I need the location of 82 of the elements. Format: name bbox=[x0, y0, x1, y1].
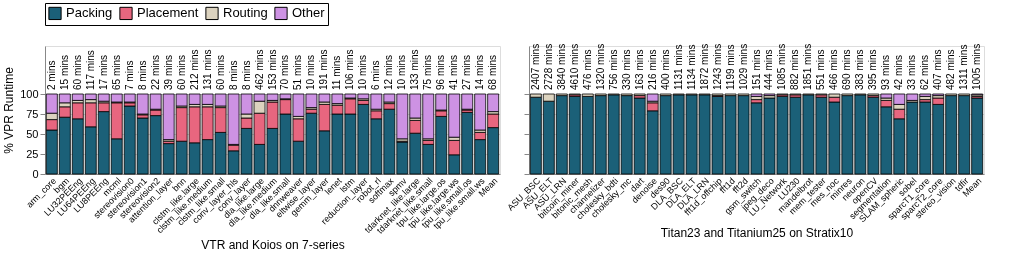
annotation: 131 mins bbox=[201, 49, 213, 90]
y-tick-label: 100 bbox=[20, 87, 39, 100]
annotation: 17 mins bbox=[97, 54, 109, 90]
annotation: 476 mins bbox=[581, 49, 593, 90]
annotation: 882 mins bbox=[789, 49, 801, 90]
annotation: 41 mins bbox=[448, 54, 460, 90]
annotation: 75 mins bbox=[422, 54, 434, 90]
annotation: 106 mins bbox=[344, 49, 356, 90]
annotation: 96 mins bbox=[435, 54, 447, 90]
annotation: 11 mins bbox=[331, 55, 343, 90]
annotation: 70 mins bbox=[279, 54, 291, 90]
annotation: 42 mins bbox=[893, 54, 905, 90]
y-tick-label: 50 bbox=[26, 127, 39, 140]
annotation: 62 mins bbox=[919, 54, 931, 90]
annotation: 1131 mins bbox=[672, 44, 684, 90]
annotation: 444 mins bbox=[763, 49, 775, 90]
x-axis-title: VTR and Koios on 7-series bbox=[201, 237, 345, 252]
annotation: 10 mins bbox=[305, 54, 317, 90]
annotation: 330 mins bbox=[620, 49, 632, 90]
annotation: 1872 mins bbox=[698, 43, 710, 90]
annotation: 39 mins bbox=[162, 54, 174, 90]
annotation: 383 mins bbox=[854, 49, 866, 90]
y-tick-label: 0 bbox=[32, 167, 39, 180]
annotation: 1005 mins bbox=[971, 43, 983, 90]
annotation: 690 mins bbox=[841, 49, 853, 90]
annotation: 551 mins bbox=[815, 49, 827, 90]
annotation: 15 mins bbox=[58, 54, 70, 90]
annotation: 93 mins bbox=[880, 54, 892, 90]
annotation: 466 mins bbox=[828, 49, 840, 90]
annotation: 151 mins bbox=[750, 49, 762, 90]
annotation: 68 mins bbox=[487, 54, 499, 90]
annotation: 163 mins bbox=[633, 49, 645, 90]
annotation: 10 mins bbox=[357, 54, 369, 90]
y-axis-title: % VPR Runtime bbox=[2, 66, 17, 154]
annotation: 133 mins bbox=[409, 49, 421, 90]
annotation: 12 mins bbox=[383, 54, 395, 90]
annotation: 407 mins bbox=[932, 49, 944, 90]
annotation: 191 mins bbox=[318, 49, 330, 90]
annotation: 216 mins bbox=[646, 49, 658, 90]
annotation: 8 mins bbox=[136, 60, 148, 90]
legend-label: Placement bbox=[137, 5, 199, 21]
annotation: 3840 mins bbox=[555, 43, 567, 90]
annotation: 1029 mins bbox=[737, 43, 749, 90]
annotation: 212 mins bbox=[188, 49, 200, 90]
annotation: 1320 mins bbox=[594, 43, 606, 90]
legend-label: Routing bbox=[223, 5, 268, 21]
annotation: 14 mins bbox=[474, 54, 486, 90]
annotation: 8 mins bbox=[227, 60, 239, 90]
annotation: 2407 mins bbox=[529, 43, 541, 90]
annotation: 1243 mins bbox=[711, 43, 723, 90]
annotation: 33 mins bbox=[906, 54, 918, 90]
annotation: 2728 mins bbox=[542, 43, 554, 90]
y-tick-label: 75 bbox=[26, 107, 39, 120]
annotation: 60 mins bbox=[175, 54, 187, 90]
annotation: 65 mins bbox=[110, 54, 122, 90]
annotation: 153 mins bbox=[266, 49, 278, 90]
annotation: 4610 mins bbox=[568, 43, 580, 90]
annotation: 1199 mins bbox=[724, 44, 736, 90]
annotation: 8 mins bbox=[240, 60, 252, 90]
annotation: 117 mins bbox=[84, 50, 96, 90]
x-axis-title: Titan23 and Titanium25 on Stratix10 bbox=[660, 226, 854, 241]
annotation: 1311 mins bbox=[958, 44, 970, 90]
annotation: 1851 mins bbox=[802, 43, 814, 90]
y-tick-label: 25 bbox=[26, 147, 39, 160]
legend-label: Other bbox=[292, 5, 326, 21]
annotation: 1085 mins bbox=[776, 43, 788, 90]
annotation: 400 mins bbox=[659, 49, 671, 90]
annotation: 1134 mins bbox=[685, 44, 697, 90]
annotation: 482 mins bbox=[945, 49, 957, 90]
annotation: 2 mins bbox=[45, 60, 57, 90]
annotation: 756 mins bbox=[607, 49, 619, 90]
annotation: 51 mins bbox=[292, 54, 304, 90]
annotation: 27 mins bbox=[461, 54, 473, 90]
annotation: 22 mins bbox=[149, 54, 161, 90]
annotation: 7 mins bbox=[123, 60, 135, 90]
legend-label: Packing bbox=[66, 5, 113, 21]
annotation: 60 mins bbox=[71, 54, 83, 90]
annotation: 60 mins bbox=[214, 54, 226, 90]
annotation: 10 mins bbox=[396, 54, 408, 90]
annotation: 462 mins bbox=[253, 49, 265, 90]
annotation: 395 mins bbox=[867, 49, 879, 90]
annotation: 6 mins bbox=[370, 60, 382, 90]
